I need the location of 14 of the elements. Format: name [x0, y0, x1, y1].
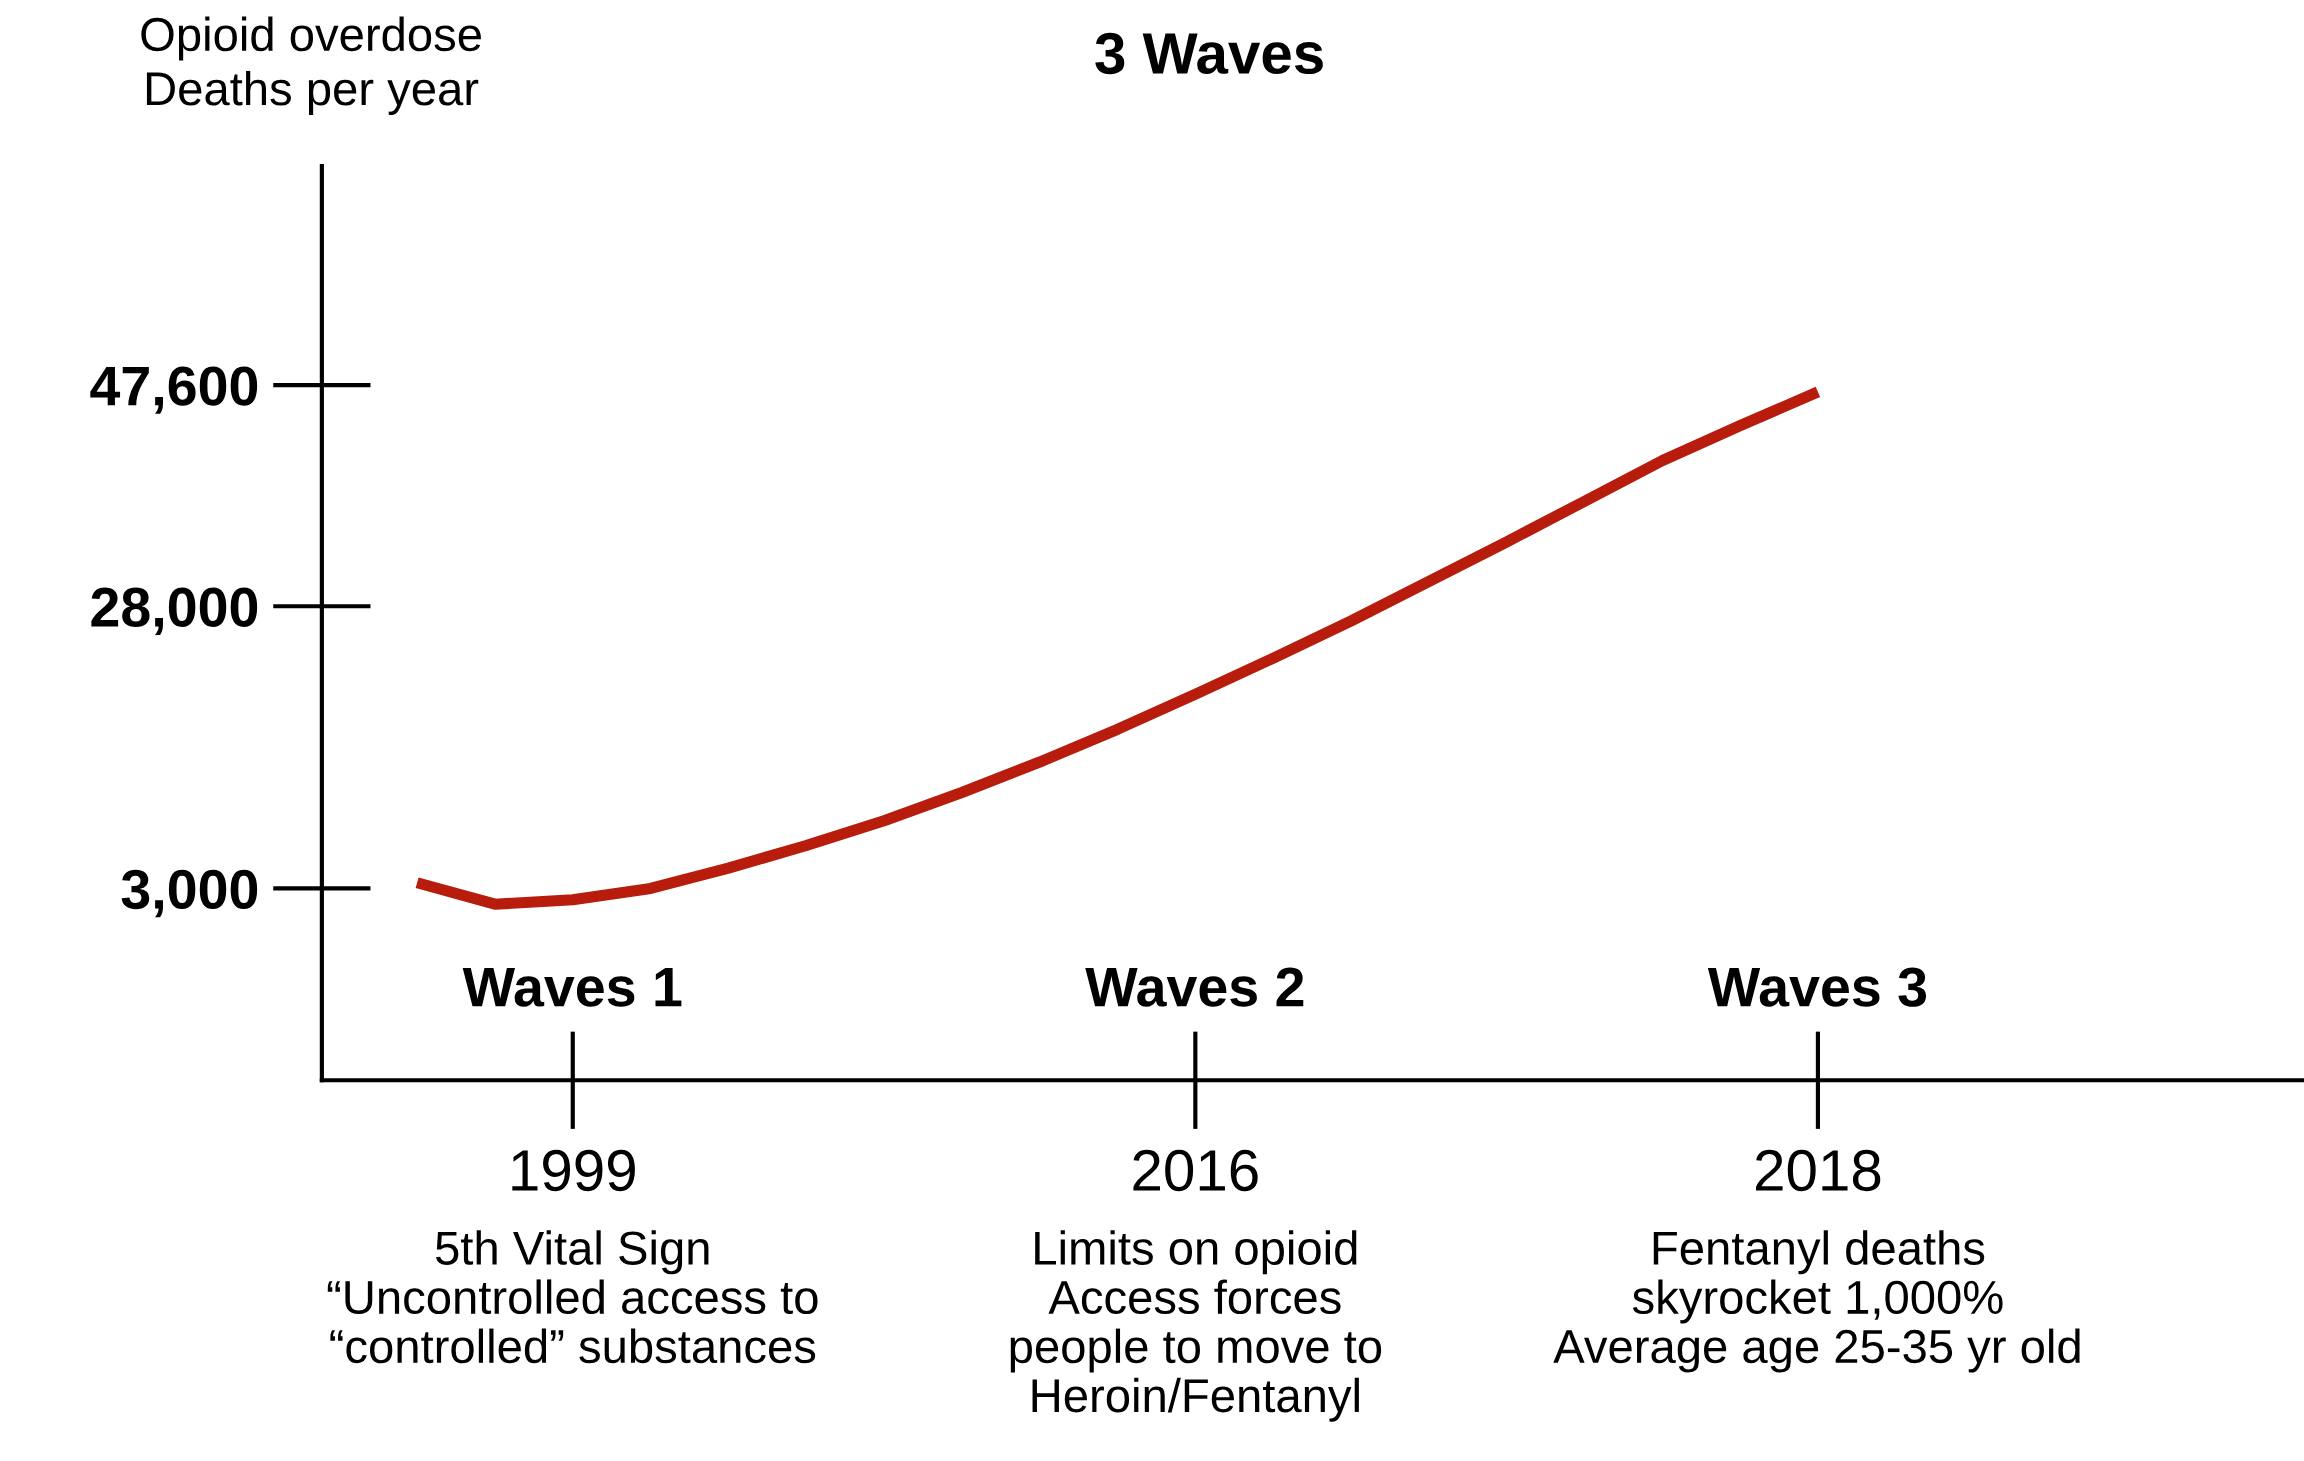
- annotation: Waves 1: [462, 968, 682, 1007]
- annotation: Waves 3: [1707, 967, 1927, 1007]
- y-axis-title: Opioid overdose Deaths per year: [141, 16, 481, 115]
- y-tick-label: 28,000: [91, 587, 258, 635]
- x-tick-label: 2016: [1133, 1149, 1258, 1192]
- text: Fentanyl deaths skyrocket 1,000% Average age 25-35 yr old: [1553, 1230, 2080, 1373]
- annotation: Waves 2: [1085, 967, 1304, 1007]
- text: 5th Vital Sign “Uncontrolled access to “controlled” substances: [327, 1230, 818, 1364]
- x-tick-label: 1999: [512, 1149, 635, 1192]
- y-tick-label: 47,600: [90, 366, 258, 414]
- y-tick-label: 3,000: [121, 869, 258, 918]
- x-tick-label: 2018: [1755, 1149, 1881, 1192]
- chart-title: 3 Waves: [1095, 32, 1323, 75]
- text: Limits on opioid Access forces people to move to Heroin/Fentanyl: [1010, 1230, 1382, 1422]
